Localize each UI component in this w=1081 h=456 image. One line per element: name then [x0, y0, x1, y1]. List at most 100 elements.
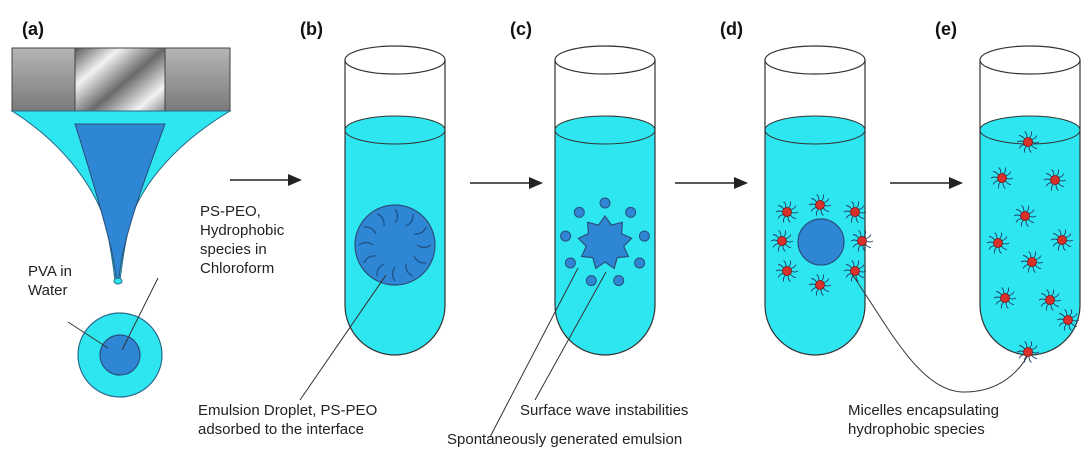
micelle-core	[777, 236, 787, 246]
satellite-droplet	[573, 206, 585, 218]
satellite-droplet	[564, 257, 576, 269]
spont-leader-line	[489, 267, 579, 438]
polymer-chain	[416, 244, 432, 249]
polymer-chain	[413, 255, 427, 264]
test-tube-e	[979, 45, 1081, 356]
pva-leader-line	[67, 321, 109, 349]
wave-label: Surface wave instabilities	[520, 402, 689, 419]
micelle	[808, 194, 832, 216]
nozzle-block-left	[11, 47, 76, 112]
micelles-tube-d	[770, 194, 874, 296]
cross-section	[67, 277, 163, 398]
micelle-core	[1057, 235, 1067, 245]
tube-rim-c	[554, 45, 656, 75]
polymer-chain	[414, 226, 427, 235]
micelle	[986, 232, 1010, 254]
satellite-droplet	[585, 275, 597, 287]
polymer-chain	[394, 208, 399, 224]
micelle-core	[993, 238, 1003, 248]
nozzle-drop	[113, 277, 123, 285]
arrow-c-d	[675, 177, 748, 189]
micelle	[843, 201, 867, 223]
nozzle-assembly	[10, 47, 232, 285]
polymer-chain	[376, 213, 385, 226]
micelle	[775, 260, 799, 282]
micelle	[1016, 341, 1040, 363]
satellite-droplet	[560, 230, 572, 242]
nozzle-block-right	[164, 47, 231, 112]
unstable-droplet	[577, 214, 633, 270]
tube-rim-b	[344, 45, 446, 75]
liquid-surface-b	[344, 115, 446, 145]
inner-chloroform-cone	[74, 123, 166, 279]
micelle	[775, 201, 799, 223]
shrinking-droplet	[797, 218, 845, 266]
polymer-chain	[376, 263, 385, 277]
tube-c-contents	[489, 197, 650, 438]
pva-label-line1: PVA in	[28, 263, 72, 280]
pspeo-label-line4: Chloroform	[200, 260, 275, 277]
droplet-label: Emulsion Droplet, PS-PEO adsorbed to the…	[198, 401, 377, 439]
micelle-core	[815, 200, 825, 210]
step-arrows	[230, 174, 963, 189]
polymer-chain	[363, 226, 377, 235]
droplet-label-line2: adsorbed to the interface	[198, 421, 364, 438]
panel-label-d: (d)	[720, 19, 743, 39]
micelles-tube-e	[986, 131, 1080, 363]
arrow-d-e	[890, 177, 963, 189]
tube-d-contents	[770, 194, 1029, 393]
polymer-chain	[405, 213, 414, 227]
tube-b-contents	[299, 204, 436, 401]
satellite-droplets	[560, 197, 650, 287]
micelle-core	[1050, 175, 1060, 185]
micelle-corona-chain	[865, 234, 872, 240]
micelle	[1043, 169, 1067, 191]
micelle-core	[1020, 211, 1030, 221]
micelle-core	[815, 280, 825, 290]
satellite-droplet	[634, 257, 646, 269]
polymer-chain	[363, 255, 376, 264]
polymer-chain	[405, 264, 414, 277]
micelle-core	[782, 266, 792, 276]
tube-rim-d	[764, 45, 866, 75]
droplet-leader-line	[299, 274, 387, 401]
liquid-surface-c	[554, 115, 656, 145]
micelle-corona-chain	[864, 243, 871, 248]
micelle-label-line1: Micelles encapsulating	[848, 402, 999, 419]
polymer-chain	[391, 266, 396, 282]
panel-label-e: (e)	[935, 19, 957, 39]
micelle	[843, 260, 867, 282]
tube-glass-c	[554, 60, 656, 356]
micelle	[1013, 205, 1037, 227]
satellite-droplet	[599, 197, 611, 209]
micelle-core	[1063, 315, 1073, 325]
micelle	[1020, 251, 1044, 273]
emulsion-droplet	[354, 204, 436, 286]
panel-label-a: (a)	[22, 19, 44, 39]
tube-glass-d	[764, 60, 866, 356]
adsorbed-polymer-chains	[358, 208, 432, 282]
arrow-a-b	[230, 174, 302, 186]
tube-glass-b	[344, 60, 446, 356]
micelle-corona-chain	[1018, 353, 1025, 359]
pva-label-line2: Water	[28, 282, 68, 299]
micelle-core	[1023, 137, 1033, 147]
micelle	[990, 167, 1014, 189]
pspeo-label-line2: Hydrophobic	[200, 222, 285, 239]
test-tube-b	[344, 45, 446, 356]
satellite-droplet	[613, 275, 625, 287]
micelle	[1056, 309, 1080, 331]
pva-label: PVA in Water	[28, 262, 72, 300]
micelle-core	[850, 266, 860, 276]
micelle	[770, 230, 794, 252]
pspeo-leader-line	[121, 277, 159, 351]
spont-label: Spontaneously generated emulsion	[447, 431, 683, 448]
droplet-label-line1: Emulsion Droplet, PS-PEO	[198, 402, 378, 419]
panel-label-c: (c)	[510, 19, 532, 39]
micelle	[850, 230, 874, 252]
micelle	[993, 287, 1017, 309]
micelle	[1016, 131, 1040, 153]
micelle-core	[782, 207, 792, 217]
